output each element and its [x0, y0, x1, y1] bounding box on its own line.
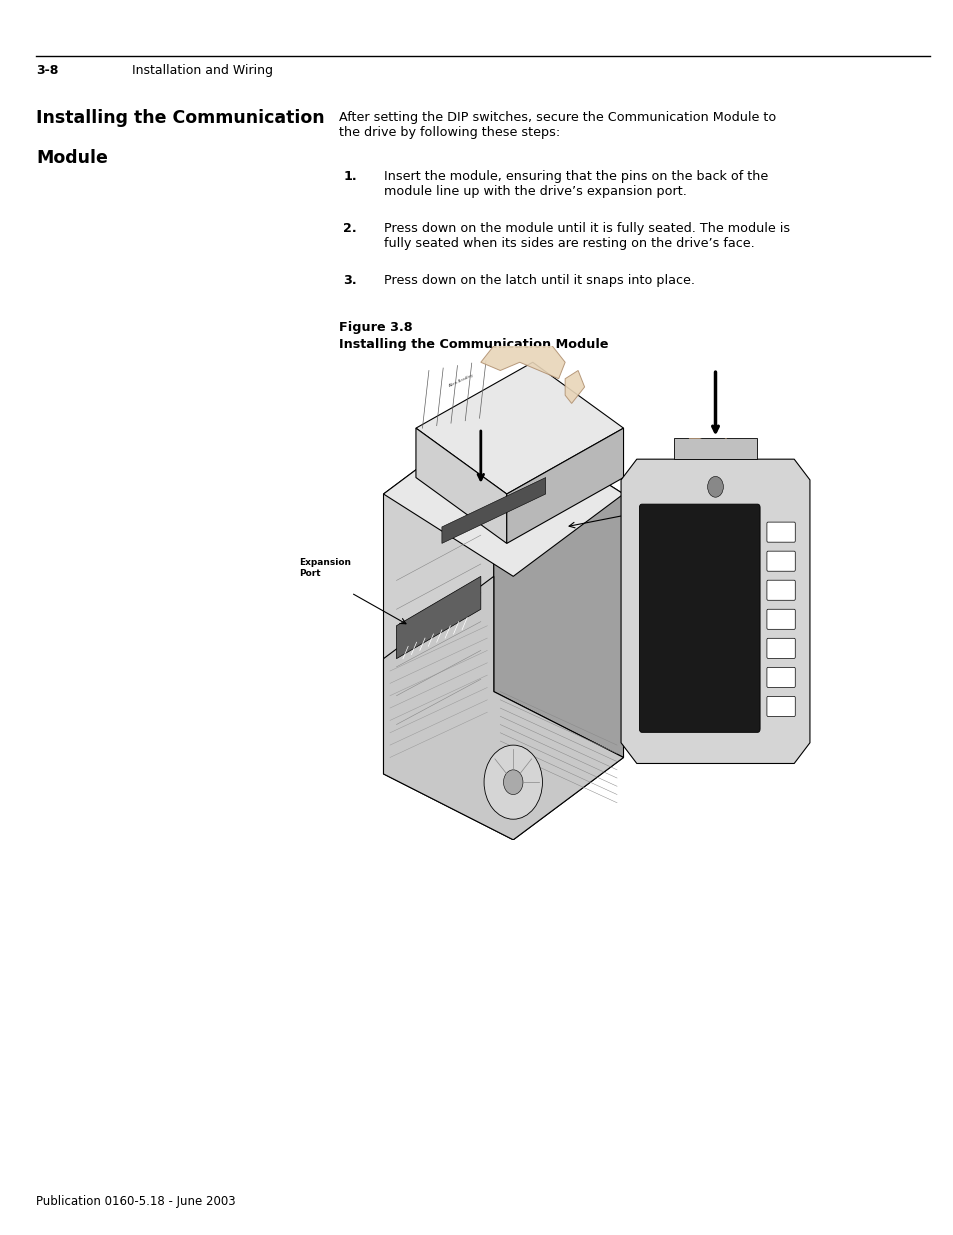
Text: Publication 0160-5.18 - June 2003: Publication 0160-5.18 - June 2003 — [36, 1194, 235, 1208]
Polygon shape — [396, 577, 480, 658]
FancyBboxPatch shape — [766, 580, 795, 600]
Text: Installing the Communication Module: Installing the Communication Module — [338, 338, 607, 352]
FancyBboxPatch shape — [766, 667, 795, 688]
FancyBboxPatch shape — [766, 522, 795, 542]
Text: 3-8: 3-8 — [36, 63, 58, 77]
Circle shape — [707, 477, 722, 498]
Text: Drive’s
Face: Drive’s Face — [656, 500, 691, 520]
Text: 3.: 3. — [343, 274, 356, 288]
FancyBboxPatch shape — [766, 551, 795, 572]
Text: After setting the DIP switches, secure the Communication Module to
the drive by : After setting the DIP switches, secure t… — [338, 111, 775, 140]
FancyBboxPatch shape — [766, 609, 795, 630]
Text: Press down on the latch until it snaps into place.: Press down on the latch until it snaps i… — [384, 274, 695, 288]
FancyBboxPatch shape — [639, 504, 760, 732]
Text: Installation and Wiring: Installation and Wiring — [132, 63, 273, 77]
FancyBboxPatch shape — [766, 697, 795, 716]
Text: Expansion
Port: Expansion Port — [299, 558, 351, 578]
Polygon shape — [383, 411, 623, 577]
Polygon shape — [506, 429, 623, 543]
Text: 1.: 1. — [343, 170, 356, 184]
Text: Installing the Communication: Installing the Communication — [36, 109, 325, 127]
Circle shape — [483, 745, 542, 819]
Polygon shape — [673, 438, 757, 459]
Polygon shape — [383, 692, 623, 840]
Text: Allen-Bradley: Allen-Bradley — [448, 373, 475, 388]
Polygon shape — [416, 362, 623, 494]
Polygon shape — [620, 459, 809, 763]
FancyBboxPatch shape — [766, 638, 795, 658]
Polygon shape — [480, 337, 564, 379]
Polygon shape — [383, 577, 623, 840]
Text: 2.: 2. — [343, 222, 356, 236]
Polygon shape — [564, 370, 584, 404]
Polygon shape — [688, 404, 741, 438]
Text: Module: Module — [36, 149, 108, 168]
Circle shape — [503, 769, 522, 794]
Polygon shape — [383, 411, 494, 774]
Polygon shape — [441, 478, 545, 543]
Text: Figure 3.8: Figure 3.8 — [338, 321, 412, 335]
Polygon shape — [494, 411, 623, 757]
Polygon shape — [416, 429, 506, 543]
Text: Insert the module, ensuring that the pins on the back of the
module line up with: Insert the module, ensuring that the pin… — [384, 170, 768, 199]
Text: Press down on the module until it is fully seated. The module is
fully seated wh: Press down on the module until it is ful… — [384, 222, 790, 251]
